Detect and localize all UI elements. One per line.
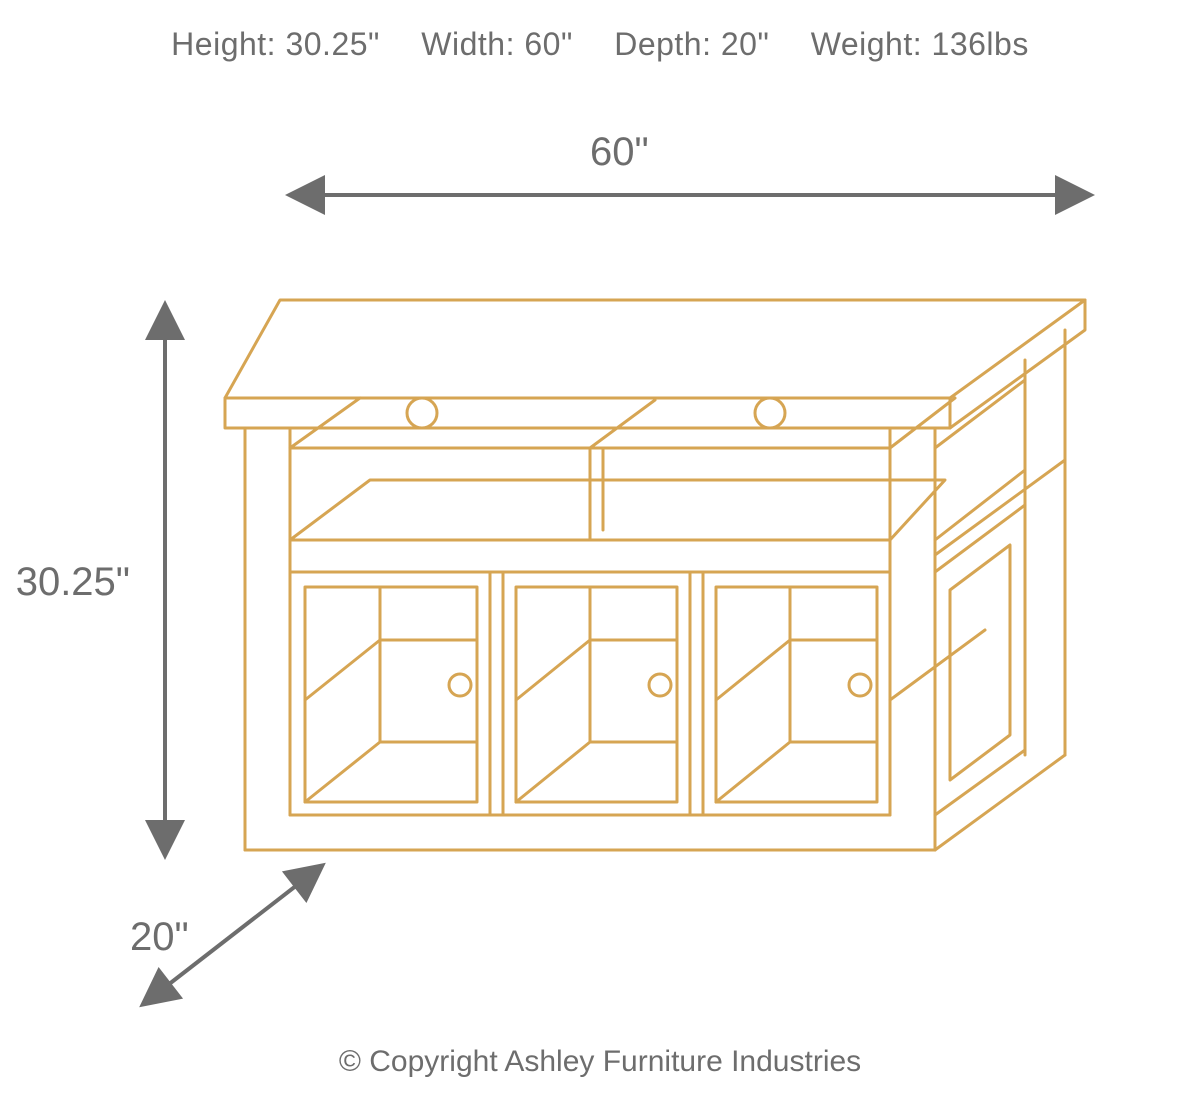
- door-left-frame: [305, 587, 477, 802]
- diagram-container: Height: 30.25" Width: 60" Depth: 20" Wei…: [0, 0, 1200, 1099]
- top-surface: [225, 300, 1085, 398]
- right-cab-shelf: [716, 640, 877, 700]
- door-knob-right: [849, 674, 871, 696]
- center-cab-shelf: [516, 640, 677, 700]
- cable-hole-left: [407, 398, 437, 428]
- door-knob-left: [449, 674, 471, 696]
- right-side-shelf-line: [890, 630, 985, 700]
- dimension-arrows: [155, 195, 1075, 995]
- right-side-shelf-upper: [935, 470, 1025, 540]
- upper-shelf-floor: [290, 480, 945, 540]
- furniture-diagram-svg: [0, 0, 1200, 1099]
- right-side-lower-panel: [950, 545, 1010, 780]
- left-cab-floor: [305, 640, 477, 802]
- depth-arrow: [155, 875, 310, 995]
- door-knob-center: [649, 674, 671, 696]
- upper-shelf-divider: [590, 400, 655, 540]
- cable-hole-right: [755, 398, 785, 428]
- right-cab-floor: [716, 640, 877, 802]
- furniture-outline: [225, 300, 1085, 880]
- center-cab-floor: [516, 640, 677, 802]
- top-front-edge: [225, 398, 950, 428]
